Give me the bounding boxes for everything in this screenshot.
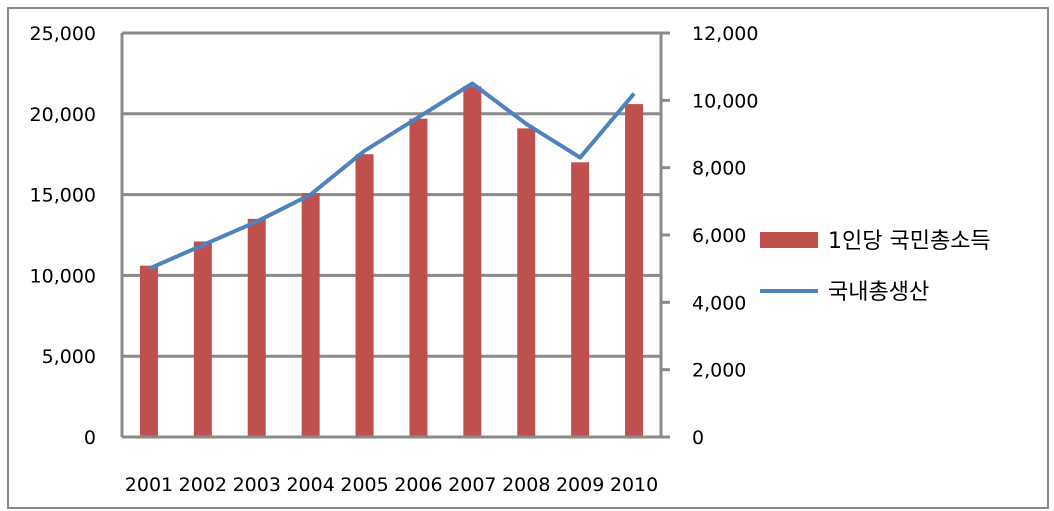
right-tick-label: 0 [692,427,704,449]
chart-frame [7,7,1049,509]
x-tick-label: 2005 [340,474,388,496]
line-series [148,81,636,271]
right-tick-label: 10,000 [692,90,758,112]
x-tick-label: 2002 [179,474,227,496]
left-tick-label: 5,000 [42,346,96,368]
bar [571,162,590,437]
legend-label-line: 국내총생산 [828,280,929,305]
x-tick-label: 2006 [394,474,442,496]
legend-bar-swatch [760,232,818,248]
left-tick-label: 0 [84,427,96,449]
right-tick-label: 8,000 [692,158,746,180]
tick-labels: 0 5,000 10,000 15,000 20,000 25,000 0 2,000 4,00… [30,23,759,496]
bar-series [139,86,644,437]
x-tick-label: 2003 [233,474,281,496]
right-tick-label: 2,000 [692,360,746,382]
right-tick-label: 6,000 [692,225,746,247]
bar [139,265,158,437]
left-tick-label: 25,000 [30,23,96,45]
line-path [148,81,636,271]
left-tick-label: 15,000 [30,185,96,207]
bar [355,154,374,437]
bar [463,86,482,437]
left-tick-label: 10,000 [30,265,96,287]
x-tick-label: 2001 [125,474,173,496]
x-tick-label: 2009 [556,474,604,496]
legend-label-bar: 1인당 국민총소득 [828,229,991,254]
right-tick-label: 12,000 [692,23,758,45]
bar [193,241,212,437]
axes [120,31,670,439]
left-tick-label: 20,000 [30,104,96,126]
x-tick-label: 2008 [502,474,550,496]
bar [409,118,428,437]
bar [247,218,266,437]
bar [301,192,320,437]
right-tick-label: 4,000 [692,292,746,314]
bar [625,104,644,437]
x-tick-label: 2007 [448,474,496,496]
x-tick-label: 2010 [610,474,658,496]
x-tick-label: 2004 [286,474,334,496]
bar [517,128,536,437]
